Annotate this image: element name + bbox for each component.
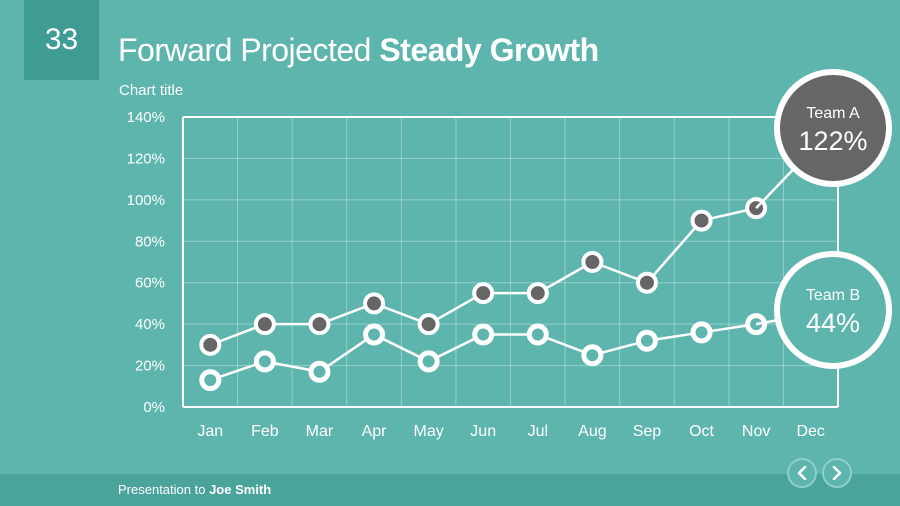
data-point <box>253 313 276 336</box>
callout-connector <box>755 318 779 326</box>
data-point <box>253 350 276 373</box>
slide-number: 33 <box>24 0 99 80</box>
y-tick-label: 120% <box>127 150 165 167</box>
y-tick-label: 40% <box>135 316 165 333</box>
chart-callouts: Team A 122% Team B 44% <box>755 69 892 369</box>
footer-name: Joe Smith <box>209 482 272 497</box>
data-point <box>363 323 386 346</box>
x-tick-label: Jun <box>470 423 496 440</box>
line-chart: 0% 20% 40% 60% 80% 100% 120% 140% Jan Feb Mar Apr M… <box>127 69 892 440</box>
x-tick-label: Mar <box>306 423 334 440</box>
data-point <box>199 333 222 356</box>
x-axis-ticks: Jan Feb Mar Apr May Jun Jul Aug Sep Oct Nov Dec <box>197 423 825 440</box>
callout-circle <box>774 251 892 369</box>
x-tick-label: Sep <box>633 423 662 440</box>
x-tick-label: Jan <box>197 423 223 440</box>
data-point <box>635 329 658 352</box>
data-point <box>417 350 440 373</box>
footer-bar: Presentation to Joe Smith <box>0 458 900 506</box>
chart-title: Chart title <box>119 82 184 99</box>
callout-value: 44% <box>806 308 860 338</box>
next-slide-button[interactable] <box>822 458 852 488</box>
data-point <box>308 360 331 383</box>
footer-prefix: Presentation to <box>118 482 206 497</box>
x-tick-label: May <box>414 423 444 440</box>
y-tick-label: 100% <box>127 192 165 209</box>
data-point <box>526 323 549 346</box>
x-tick-label: Apr <box>362 423 388 440</box>
data-point <box>690 321 713 344</box>
x-tick-label: Nov <box>742 423 770 440</box>
data-point <box>690 209 713 232</box>
data-point <box>308 313 331 336</box>
slide-number-text: 33 <box>44 23 79 56</box>
data-point <box>526 282 549 305</box>
x-tick-label: Jul <box>528 423 548 440</box>
data-point <box>581 251 604 273</box>
chart-series <box>199 197 768 392</box>
prev-slide-button[interactable] <box>787 458 817 488</box>
x-tick-label: Feb <box>251 423 279 440</box>
y-tick-label: 60% <box>135 275 165 292</box>
callout-connector <box>755 167 796 210</box>
y-tick-label: 20% <box>135 358 165 375</box>
data-point <box>581 344 604 367</box>
y-axis-ticks: 0% 20% 40% 60% 80% 100% 120% 140% <box>127 109 165 416</box>
callout-value: 122% <box>798 126 867 156</box>
title-regular: Forward Projected <box>118 32 371 68</box>
y-tick-label: 80% <box>135 233 165 250</box>
data-point <box>363 292 386 315</box>
data-point <box>472 323 495 346</box>
chart-grid <box>182 116 839 408</box>
page-title: Forward Projected Steady Growth <box>118 32 599 69</box>
series-0 <box>199 197 768 356</box>
series-1 <box>199 313 768 392</box>
data-point <box>417 313 440 336</box>
x-tick-label: Aug <box>578 423 606 440</box>
callout-circle <box>774 69 892 187</box>
y-tick-label: 0% <box>143 399 165 416</box>
footer-text: Presentation to Joe Smith <box>118 482 271 497</box>
data-point <box>635 271 658 294</box>
chevron-left-icon <box>797 466 807 480</box>
title-bold: Steady Growth <box>379 32 599 68</box>
x-tick-label: Oct <box>689 423 714 440</box>
data-point <box>199 369 222 392</box>
callout-series-name: Team A <box>806 105 860 122</box>
data-point <box>472 282 495 305</box>
chevron-right-icon <box>832 466 842 480</box>
y-tick-label: 140% <box>127 109 165 126</box>
callout-series-name: Team B <box>806 287 860 304</box>
x-tick-label: Dec <box>796 423 824 440</box>
